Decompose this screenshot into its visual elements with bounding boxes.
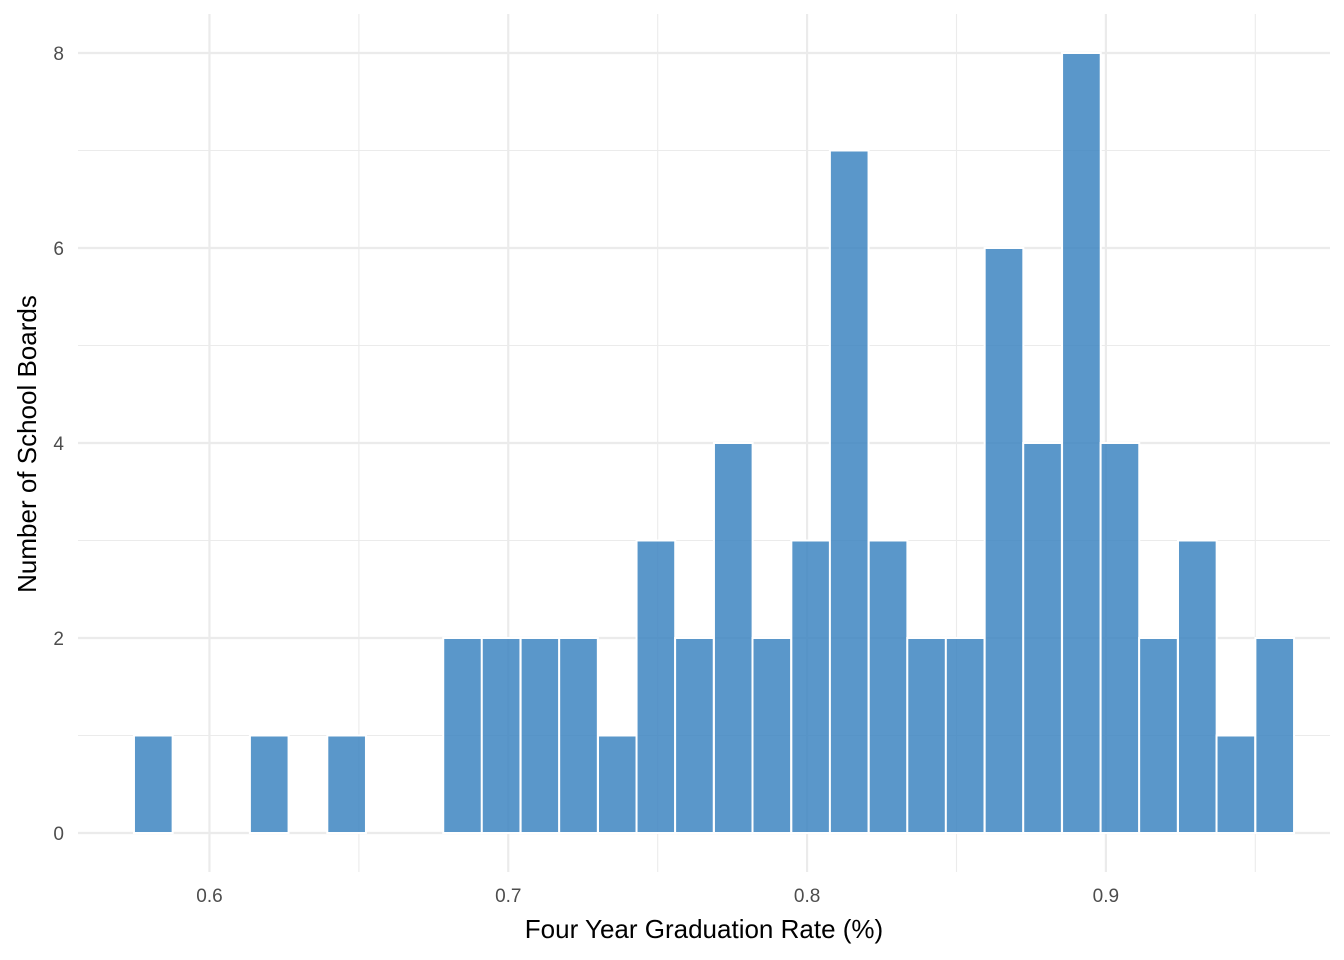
y-tick-label: 6 bbox=[53, 239, 64, 260]
histogram-bar bbox=[674, 637, 715, 834]
histogram-bar bbox=[480, 637, 522, 834]
histogram-bar bbox=[906, 637, 947, 834]
y-axis-title: Number of School Boards bbox=[12, 295, 42, 593]
bars bbox=[132, 52, 1296, 834]
y-tick-label: 8 bbox=[53, 44, 64, 65]
histogram-bar bbox=[1022, 442, 1063, 834]
histogram-bar bbox=[1061, 52, 1102, 834]
histogram-bar bbox=[442, 637, 483, 834]
x-tick-label: 0.6 bbox=[196, 886, 222, 907]
histogram-bar bbox=[326, 734, 367, 834]
tick-labels: 0.6 0.7 0.8 0.9 0 2 4 6 8 bbox=[53, 44, 1119, 907]
x-tick-label: 0.9 bbox=[1093, 886, 1119, 907]
histogram-bar bbox=[1099, 442, 1141, 834]
histogram-bar bbox=[1215, 734, 1257, 834]
histogram-bar bbox=[635, 539, 677, 834]
x-tick-label: 0.7 bbox=[495, 886, 521, 907]
y-tick-label: 2 bbox=[53, 629, 64, 650]
histogram-bar bbox=[558, 637, 599, 834]
x-tick-label: 0.8 bbox=[794, 886, 820, 907]
histogram-bar bbox=[944, 637, 986, 834]
x-axis-title: Four Year Graduation Rate (%) bbox=[525, 914, 883, 944]
histogram-bar bbox=[828, 149, 870, 834]
histogram-bar bbox=[1176, 539, 1218, 834]
histogram-bar bbox=[1254, 637, 1296, 834]
histogram-bar bbox=[519, 637, 561, 834]
histogram-bar bbox=[790, 539, 832, 834]
histogram-bar bbox=[983, 247, 1025, 834]
y-tick-label: 0 bbox=[53, 824, 64, 845]
y-tick-label: 4 bbox=[53, 434, 64, 455]
histogram-bar bbox=[867, 539, 909, 834]
histogram-bar bbox=[597, 734, 638, 834]
histogram-bar bbox=[712, 442, 754, 834]
histogram-bar bbox=[132, 734, 174, 834]
histogram-bar bbox=[248, 734, 290, 834]
histogram-bar bbox=[751, 637, 793, 834]
histogram-bar bbox=[1138, 637, 1179, 834]
